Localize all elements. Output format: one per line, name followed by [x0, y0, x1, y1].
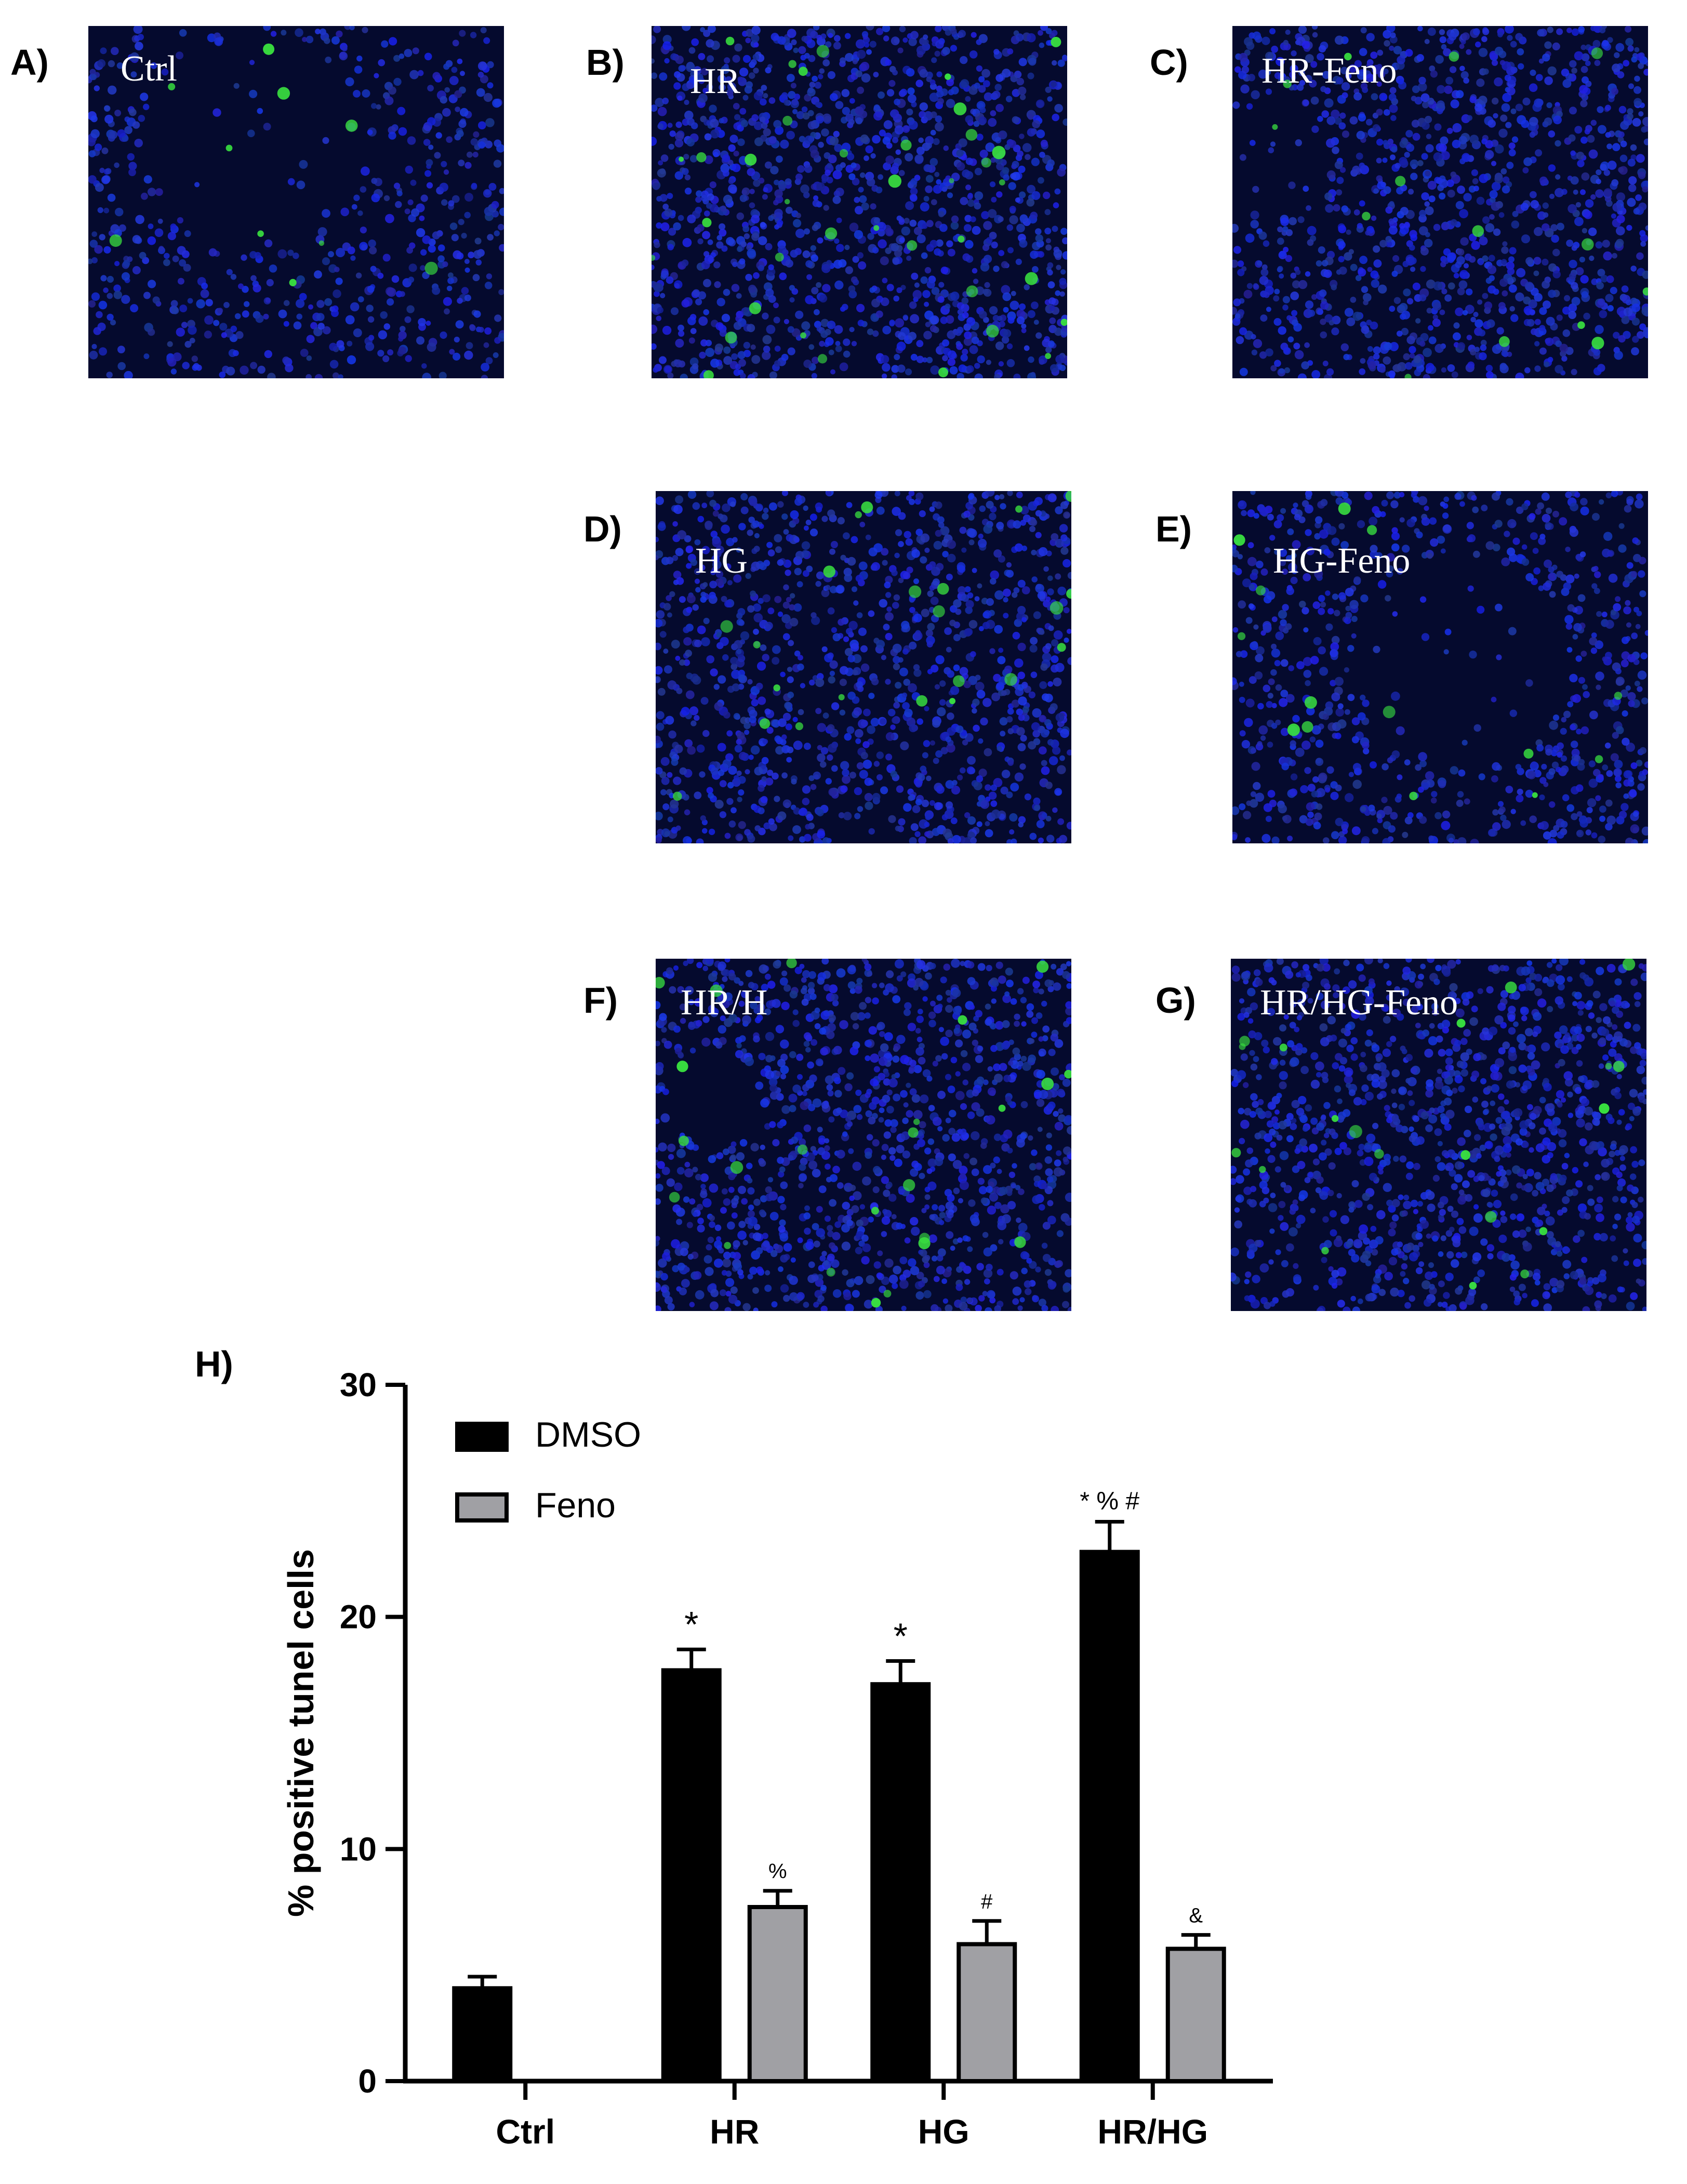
y-tick-label: 0	[358, 2062, 377, 2100]
micrograph-hg-feno: HG-Feno	[1232, 491, 1648, 843]
micrograph-hr-feno: HR-Feno	[1232, 26, 1648, 378]
y-tick-label: 30	[340, 1366, 377, 1404]
legend-swatch-feno	[455, 1492, 509, 1523]
micrograph-hr: HR	[652, 26, 1067, 378]
bar-chart: 0 10 20 30 % positive tunel cells Ctrl HR *% HG *…	[281, 1366, 1273, 2151]
panel-d-letter: D)	[583, 509, 622, 549]
panel-c-letter: C)	[1150, 42, 1188, 83]
micrograph-hr-image	[652, 26, 1067, 378]
micrograph-hr-hg-feno-image	[1231, 959, 1646, 1311]
y-axis-label: % positive tunel cells	[281, 1549, 321, 1917]
panel-a-letter: A)	[10, 42, 49, 83]
panel-b-letter: B)	[586, 42, 625, 83]
legend-swatch-dmso	[455, 1422, 509, 1452]
legend-label-feno: Feno	[535, 1486, 616, 1525]
micrograph-hg-feno-image	[1232, 491, 1648, 843]
micrograph-ctrl-image	[88, 26, 504, 378]
micrograph-label: HR	[690, 61, 741, 101]
micrograph-label: HR-Feno	[1261, 51, 1397, 91]
micrograph-hg-image	[656, 491, 1071, 843]
bar-dmso	[870, 1682, 931, 2083]
micrograph-hr-hg-feno: HR/HG-Feno	[1231, 959, 1646, 1311]
y-tick-label: 20	[340, 1598, 377, 1636]
micrograph-label: HR/H	[681, 983, 768, 1023]
bar-feno	[957, 1942, 1017, 2083]
panel-h-letter: H)	[195, 1344, 233, 1384]
micrograph-ctrl: Ctrl	[88, 26, 504, 378]
significance-annotation: #	[981, 1890, 993, 1913]
legend-label-dmso: DMSO	[535, 1415, 641, 1454]
significance-annotation: * % #	[1080, 1488, 1139, 1515]
micrograph-hr-h-image	[656, 959, 1071, 1311]
bar-dmso	[1079, 1550, 1140, 2084]
panel-f-letter: F)	[583, 980, 618, 1021]
x-tick-label: HR	[710, 2112, 759, 2151]
panel-e-letter: E)	[1155, 509, 1192, 549]
micrograph-label: HR/HG-Feno	[1260, 983, 1458, 1023]
micrograph-hr-feno-image	[1232, 26, 1648, 378]
significance-annotation: &	[1189, 1904, 1203, 1927]
significance-annotation: *	[894, 1616, 908, 1657]
micrograph-hr-h: HR/H	[656, 959, 1071, 1311]
micrograph-label: HG-Feno	[1273, 541, 1411, 581]
bar-dmso	[452, 1986, 513, 2084]
bar-feno	[747, 1905, 808, 2083]
significance-annotation: %	[768, 1860, 787, 1883]
bar-feno	[1165, 1947, 1226, 2084]
micrograph-hg: HG	[656, 491, 1071, 843]
x-tick-label: HG	[918, 2112, 969, 2151]
micrograph-label: HG	[695, 541, 748, 581]
micrograph-label: Ctrl	[121, 49, 177, 89]
x-tick-label: HR/HG	[1097, 2112, 1208, 2151]
bar-dmso	[661, 1668, 722, 2083]
x-tick-label: Ctrl	[496, 2112, 555, 2151]
y-tick-label: 10	[340, 1830, 377, 1868]
significance-annotation: *	[684, 1604, 698, 1645]
panel-g-letter: G)	[1155, 980, 1196, 1021]
